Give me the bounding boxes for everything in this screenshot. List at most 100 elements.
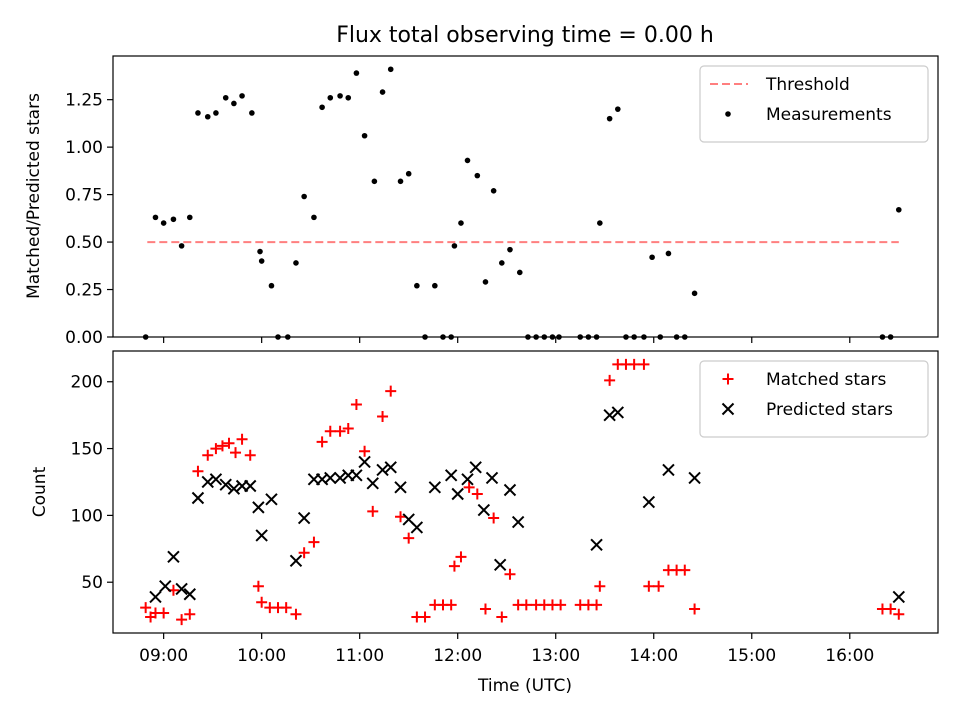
matched-stars-point: [244, 449, 256, 461]
matched-stars-point: [496, 611, 508, 623]
measurements-point: [482, 279, 489, 285]
legend-label: Predicted stars: [766, 400, 893, 420]
matched-stars-point: [230, 447, 242, 459]
measurements-point: [160, 220, 167, 226]
measurements-point: [615, 106, 621, 112]
legend-label: Matched stars: [766, 370, 886, 390]
measurements-point: [516, 269, 523, 276]
matched-stars-point: [653, 580, 665, 592]
predicted-stars-point: [227, 482, 241, 495]
predicted-stars-point: [324, 471, 337, 485]
matched-stars-point: [419, 611, 431, 623]
predicted-stars-point: [297, 511, 311, 525]
measurements-point: [268, 282, 275, 289]
matched-stars-point: [555, 599, 567, 611]
predicted-stars-point: [503, 483, 517, 497]
bottom-x-tick-label: 14:00: [629, 646, 678, 666]
measurements-point: [405, 170, 412, 177]
matched-stars-point: [316, 436, 328, 448]
predicted-stars-point: [265, 493, 278, 506]
measurements-point: [301, 193, 307, 200]
matched-stars-point: [367, 505, 379, 517]
matched-stars-point: [256, 596, 268, 608]
bottom-axes-frame: [112, 350, 939, 634]
measurements-point: [319, 104, 325, 111]
predicted-stars-point: [358, 455, 371, 469]
matched-stars-point: [463, 481, 475, 493]
measurements-point: [222, 94, 229, 101]
legend-matched-swatch: [722, 373, 734, 385]
matched-stars-point: [334, 425, 346, 437]
predicted-stars-point: [219, 478, 232, 491]
bottom-y-tick-label: 100: [71, 506, 103, 526]
matched-stars-point: [176, 614, 188, 626]
matched-stars-point: [488, 512, 500, 524]
predicted-stars-point: [444, 469, 458, 482]
matched-stars-point: [689, 603, 701, 615]
matched-stars-point: [158, 607, 170, 619]
predicted-stars-point: [485, 471, 499, 485]
predicted-stars-point: [511, 515, 525, 529]
predicted-stars-point: [255, 529, 268, 542]
measurements-point: [397, 178, 404, 185]
predicted-stars-point: [642, 495, 656, 509]
top-y-tick-label: 0.75: [65, 186, 103, 206]
matched-stars-point: [520, 599, 532, 611]
matched-stars-point: [202, 449, 214, 461]
matched-stars-point: [298, 547, 310, 559]
matched-stars-point: [395, 511, 407, 523]
predicted-stars-point: [175, 582, 188, 596]
matched-stars-point: [893, 608, 905, 620]
matched-stars-point: [591, 599, 603, 611]
matched-stars-point: [455, 551, 467, 563]
bottom-x-tick-label: 16:00: [825, 646, 874, 666]
measurements-point: [311, 214, 317, 221]
bottom-y-tick-label: 50: [81, 573, 103, 593]
predicted-stars-point: [662, 463, 675, 477]
matched-stars-point: [479, 603, 491, 615]
top-y-tick-label: 0.00: [65, 328, 103, 348]
matched-stars-point: [280, 602, 292, 614]
measurements-point: [204, 113, 211, 120]
measurements-point: [152, 214, 159, 221]
x-axis-label: Time (UTC): [477, 676, 572, 696]
predicted-stars-point: [366, 477, 379, 490]
matched-stars-point: [210, 443, 222, 455]
predicted-stars-point: [477, 503, 491, 517]
predicted-stars-point: [493, 558, 507, 572]
measurements-point: [606, 115, 613, 122]
measurements-point: [293, 260, 299, 266]
predicted-stars-point: [149, 590, 162, 604]
measurements-point: [464, 157, 471, 164]
predicted-stars-point: [603, 408, 616, 422]
predicted-stars-point: [252, 501, 265, 514]
matched-stars-point: [638, 358, 650, 370]
predicted-stars-point: [688, 471, 701, 485]
predicted-stars-point: [183, 588, 196, 601]
measurements-point: [239, 93, 245, 99]
measurements-point: [414, 282, 420, 289]
predicted-stars-point: [191, 491, 205, 505]
matched-stars-point: [252, 580, 264, 592]
top-y-tick-label: 1.25: [65, 91, 103, 111]
predicted-stars-point: [350, 469, 363, 482]
measurements-point: [458, 220, 464, 226]
measurements-point: [507, 246, 513, 253]
measurements-point: [432, 282, 438, 289]
top-axes-frame: [112, 55, 939, 338]
predicted-stars-point: [611, 406, 625, 419]
predicted-stars-point: [384, 461, 397, 474]
matched-stars-point: [342, 423, 354, 435]
predicted-stars-point: [333, 471, 347, 485]
measurements-point: [665, 250, 672, 257]
matched-stars-point: [604, 374, 616, 386]
top-legend: [699, 65, 929, 143]
predicted-stars-point: [201, 475, 214, 489]
predicted-stars-point: [167, 550, 180, 564]
measurements-point: [649, 254, 655, 261]
top-y-tick-label: 0.50: [65, 233, 103, 253]
predicted-stars-point: [451, 487, 464, 501]
predicted-stars-point: [244, 479, 257, 493]
matched-stars-point: [359, 445, 371, 457]
